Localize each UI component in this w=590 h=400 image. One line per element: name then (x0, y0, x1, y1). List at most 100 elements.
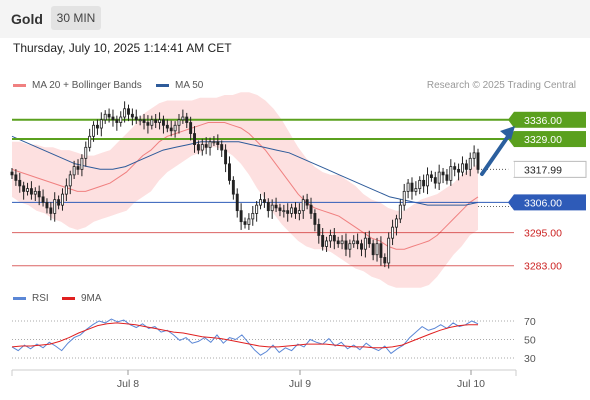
candle-body (461, 163, 464, 173)
candle-body (154, 119, 158, 123)
candle-body (266, 201, 270, 212)
candle-body (433, 177, 437, 184)
candle-body (158, 119, 162, 123)
candle-body (426, 174, 429, 187)
candle-body (33, 190, 37, 195)
level-label-text: 3317.99 (524, 164, 562, 176)
candle-body (472, 152, 476, 159)
candle-body (130, 113, 134, 118)
candle-body (352, 240, 356, 245)
candle-body (247, 218, 251, 225)
candle-body (445, 174, 449, 181)
candle-body (367, 237, 371, 245)
level-label-text: 3306.00 (524, 197, 562, 209)
candle-body (321, 235, 325, 247)
level-label-pointer (508, 111, 514, 128)
candle-body (41, 196, 45, 203)
candle-body (185, 116, 189, 123)
level-label-text: 3336.00 (524, 115, 562, 127)
candle-body (216, 141, 220, 145)
rsi-level-label: 50 (524, 335, 536, 347)
candle-body (127, 108, 130, 115)
candle-body (84, 146, 88, 159)
legend-label: 9MA (81, 293, 102, 304)
candle-body (26, 188, 29, 192)
candle-body (394, 218, 398, 228)
level-label-text: 3283.00 (524, 261, 562, 273)
candle-body (103, 113, 107, 121)
candle-body (99, 119, 103, 129)
candle-body (429, 174, 433, 179)
candle-body (193, 133, 196, 145)
candle-body (212, 141, 216, 144)
candle-body (422, 179, 426, 187)
candle-body (224, 149, 228, 165)
candle-body (80, 157, 84, 170)
candle-body (204, 144, 208, 148)
candle-body (437, 171, 441, 184)
candle-body (95, 124, 99, 129)
legend-ma50: MA 50 (156, 80, 203, 91)
candle-body (348, 243, 352, 250)
legend-label: MA 50 (175, 80, 204, 91)
candle-body (297, 210, 301, 214)
candle-body (332, 235, 336, 242)
candle-body (414, 188, 418, 192)
candle-body (457, 168, 461, 173)
candle-body (441, 171, 445, 176)
candle-body (274, 204, 278, 209)
level-label-box (514, 131, 586, 148)
candle-body (142, 119, 146, 123)
candle-body (317, 224, 321, 236)
candle-body (146, 122, 150, 126)
level-label-text: 3329.00 (524, 134, 562, 146)
candle-body (37, 190, 41, 198)
candle-body (14, 174, 18, 181)
candle-body (165, 124, 169, 129)
rsi-level-label: 70 (524, 316, 536, 328)
legend-label: MA 20 + Bollinger Bands (32, 80, 142, 91)
candle-body (64, 185, 68, 195)
candle-body (270, 204, 274, 212)
candle-body (239, 210, 243, 223)
candle-body (181, 116, 185, 121)
legend-swatch (62, 297, 75, 300)
candle-body (57, 199, 61, 206)
candle-body (410, 182, 414, 192)
x-axis-tick-label: Jul 8 (117, 378, 139, 390)
candle-body (356, 240, 360, 245)
candle-body (313, 213, 317, 225)
candle-body (231, 179, 235, 195)
rsi-line (11, 318, 479, 356)
candle-body (418, 179, 422, 190)
candle-body (49, 207, 53, 214)
candle-body (294, 207, 297, 214)
legend-swatch (156, 84, 169, 87)
candle-body (243, 221, 247, 225)
candle-body (196, 144, 200, 151)
candle-body (336, 240, 340, 245)
candle-body (92, 124, 96, 137)
candle-body (363, 237, 367, 250)
candle-body (325, 240, 329, 247)
level-label-box (514, 194, 586, 211)
candle-body (10, 171, 14, 176)
candle-body (476, 152, 480, 170)
candle-body (391, 226, 395, 239)
candle-body (371, 243, 375, 256)
candle-body (383, 257, 387, 264)
source-credit: Research © 2025 Trading Central (426, 80, 576, 91)
candle-body (286, 210, 290, 214)
candle-body (406, 182, 410, 192)
candle-body (235, 193, 239, 212)
candle-body (138, 119, 142, 122)
chart-header: Gold 30 MIN (0, 0, 590, 38)
legend-rsi-9ma: 9MA (62, 293, 102, 304)
candle-body (208, 141, 212, 148)
candle-body (111, 116, 115, 121)
timeframe-button[interactable]: 30 MIN (51, 6, 101, 30)
candle-body (259, 199, 262, 206)
candle-body (169, 127, 173, 132)
candle-body (18, 179, 22, 187)
